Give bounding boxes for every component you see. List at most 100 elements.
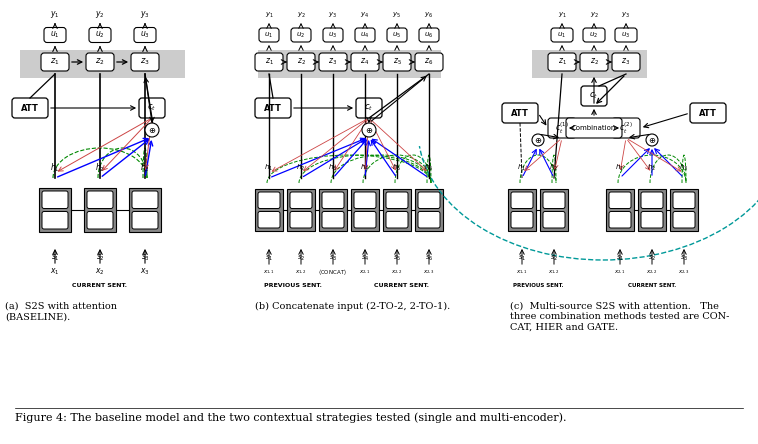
FancyBboxPatch shape xyxy=(287,53,315,71)
Bar xyxy=(319,189,347,231)
Text: $z_3$: $z_3$ xyxy=(328,57,337,67)
Text: $u_2$: $u_2$ xyxy=(96,30,105,40)
FancyBboxPatch shape xyxy=(255,98,291,118)
Bar xyxy=(383,189,411,231)
Text: PREVIOUS SENT.: PREVIOUS SENT. xyxy=(264,282,322,288)
Text: $y_1$: $y_1$ xyxy=(265,10,274,20)
Text: ATT: ATT xyxy=(511,108,529,118)
Text: $c_t$: $c_t$ xyxy=(590,91,599,101)
Text: (c)  Multi-source S2S with attention.   The
three combination methods tested are: (c) Multi-source S2S with attention. The… xyxy=(510,302,729,332)
Bar xyxy=(638,189,666,231)
Text: $h_2$: $h_2$ xyxy=(296,163,305,173)
Text: Figure 4: The baseline model and the two contextual strategies tested (single an: Figure 4: The baseline model and the two… xyxy=(15,412,566,423)
Text: $s_6$: $s_6$ xyxy=(424,254,434,262)
Text: $s_2$: $s_2$ xyxy=(550,254,558,262)
Text: $z_1$: $z_1$ xyxy=(558,57,566,67)
Text: $s_3$: $s_3$ xyxy=(680,254,688,262)
Text: $u_1$: $u_1$ xyxy=(557,30,566,40)
Text: $\oplus$: $\oplus$ xyxy=(148,126,156,135)
Text: $u_4$: $u_4$ xyxy=(360,30,370,40)
FancyBboxPatch shape xyxy=(511,192,533,209)
Text: $y_2$: $y_2$ xyxy=(296,10,305,20)
Circle shape xyxy=(646,134,658,146)
Text: $x_{2,2}$: $x_{2,2}$ xyxy=(646,269,658,276)
Text: $s_1$: $s_1$ xyxy=(265,254,273,262)
FancyBboxPatch shape xyxy=(690,103,726,123)
Text: $y_3$: $y_3$ xyxy=(328,10,337,20)
Text: $x_{1,2}$: $x_{1,2}$ xyxy=(295,269,307,276)
FancyBboxPatch shape xyxy=(319,53,347,71)
FancyBboxPatch shape xyxy=(383,53,411,71)
Text: $c_t$: $c_t$ xyxy=(148,103,157,113)
Text: $h_3$: $h_3$ xyxy=(328,163,337,173)
Text: $s_4$: $s_4$ xyxy=(361,254,369,262)
FancyBboxPatch shape xyxy=(89,28,111,43)
Text: $z_4$: $z_4$ xyxy=(361,57,370,67)
FancyBboxPatch shape xyxy=(548,53,576,71)
Text: $h_1$: $h_1$ xyxy=(518,163,527,173)
Text: $x_{1,1}$: $x_{1,1}$ xyxy=(263,269,275,276)
Text: $h_1$: $h_1$ xyxy=(615,163,625,173)
Circle shape xyxy=(362,123,376,137)
Text: $y_6$: $y_6$ xyxy=(424,10,434,20)
Text: $z_2$: $z_2$ xyxy=(590,57,599,67)
FancyBboxPatch shape xyxy=(87,191,113,209)
Bar xyxy=(258,50,441,78)
Bar xyxy=(20,50,185,78)
FancyBboxPatch shape xyxy=(419,28,439,42)
FancyBboxPatch shape xyxy=(139,98,165,118)
FancyBboxPatch shape xyxy=(290,211,312,228)
Bar xyxy=(129,188,161,232)
FancyBboxPatch shape xyxy=(511,211,533,228)
FancyBboxPatch shape xyxy=(322,211,344,228)
Text: $s_5$: $s_5$ xyxy=(393,254,401,262)
FancyBboxPatch shape xyxy=(42,191,68,209)
Text: $y_5$: $y_5$ xyxy=(393,10,402,20)
Text: $h_2$: $h_2$ xyxy=(647,163,656,173)
FancyBboxPatch shape xyxy=(548,118,576,138)
FancyBboxPatch shape xyxy=(351,53,379,71)
Bar xyxy=(606,189,634,231)
Text: $y_4$: $y_4$ xyxy=(360,10,370,20)
Bar xyxy=(540,189,568,231)
FancyBboxPatch shape xyxy=(673,192,695,209)
FancyBboxPatch shape xyxy=(86,53,114,71)
FancyBboxPatch shape xyxy=(355,28,375,42)
Text: $z_1$: $z_1$ xyxy=(265,57,274,67)
FancyBboxPatch shape xyxy=(259,28,279,42)
Text: $h_5$: $h_5$ xyxy=(393,163,402,173)
FancyBboxPatch shape xyxy=(258,211,280,228)
Bar xyxy=(670,189,698,231)
FancyBboxPatch shape xyxy=(41,53,69,71)
FancyBboxPatch shape xyxy=(12,98,48,118)
Text: $c_t$: $c_t$ xyxy=(365,103,374,113)
Text: $h_1$: $h_1$ xyxy=(265,163,274,173)
Text: PREVIOUS SENT.: PREVIOUS SENT. xyxy=(512,282,563,288)
Text: $x_{1,1}$: $x_{1,1}$ xyxy=(516,269,528,276)
Text: $z_1$: $z_1$ xyxy=(50,57,60,67)
FancyBboxPatch shape xyxy=(418,211,440,228)
FancyBboxPatch shape xyxy=(581,86,607,106)
Text: $u_1$: $u_1$ xyxy=(50,30,60,40)
Text: $s_1$: $s_1$ xyxy=(51,253,59,263)
Text: $x_3$: $x_3$ xyxy=(140,267,150,277)
Text: $u_1$: $u_1$ xyxy=(265,30,274,40)
Text: $s_1$: $s_1$ xyxy=(518,254,526,262)
Text: $x_{2,3}$: $x_{2,3}$ xyxy=(423,269,435,276)
Text: $z_2$: $z_2$ xyxy=(296,57,305,67)
FancyBboxPatch shape xyxy=(543,192,565,209)
Bar xyxy=(351,189,379,231)
Text: $h_2$: $h_2$ xyxy=(96,162,105,174)
FancyBboxPatch shape xyxy=(132,211,158,229)
Text: $x_2$: $x_2$ xyxy=(96,267,105,277)
Text: $u_3$: $u_3$ xyxy=(622,30,631,40)
FancyBboxPatch shape xyxy=(42,211,68,229)
Bar xyxy=(84,188,116,232)
FancyBboxPatch shape xyxy=(615,28,637,42)
Text: $x_{2,3}$: $x_{2,3}$ xyxy=(678,269,690,276)
FancyBboxPatch shape xyxy=(386,211,408,228)
Text: $x_1$: $x_1$ xyxy=(50,267,60,277)
Text: $x_{2,1}$: $x_{2,1}$ xyxy=(614,269,626,276)
Text: $s_3$: $s_3$ xyxy=(140,253,149,263)
Text: $z_2$: $z_2$ xyxy=(96,57,105,67)
